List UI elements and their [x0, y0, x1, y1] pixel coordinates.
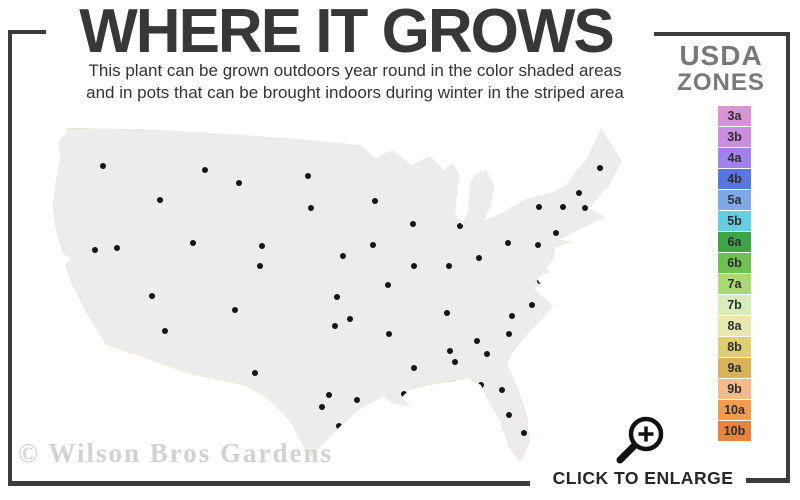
city-dot: [100, 163, 106, 169]
city-dot: [444, 310, 450, 316]
zone-swatch-9a: 9a: [718, 358, 751, 378]
city-dot: [499, 387, 505, 393]
city-dot: [334, 294, 340, 300]
zone-swatch-6a: 6a: [718, 232, 751, 252]
city-dot: [236, 180, 242, 186]
city-dot: [559, 178, 565, 184]
city-dot: [474, 338, 480, 344]
city-dot: [259, 243, 265, 249]
city-dot: [319, 404, 325, 410]
city-dot: [582, 205, 588, 211]
usda-zone-map[interactable]: [30, 113, 660, 470]
city-dot: [347, 316, 353, 322]
city-dot: [476, 255, 482, 261]
magnifier-zoom-icon[interactable]: [612, 412, 672, 467]
usda-zones-legend-title: USDA ZONES: [656, 40, 786, 96]
city-dot: [257, 263, 263, 269]
click-to-enlarge-button[interactable]: CLICK TO ENLARGE: [552, 468, 734, 488]
city-dot: [114, 245, 120, 251]
zone-swatch-10b: 10b: [718, 421, 751, 441]
frame-right-border: [786, 32, 790, 483]
city-dot: [326, 392, 332, 398]
city-dot: [202, 167, 208, 173]
city-dot: [452, 359, 458, 365]
subtitle-line-1: This plant can be grown outdoors year ro…: [88, 61, 622, 80]
legend-title-zones: ZONES: [677, 69, 765, 96]
zone-swatch-8a: 8a: [718, 316, 751, 336]
city-dot: [386, 331, 392, 337]
city-dots: [92, 163, 603, 436]
watermark: © Wilson Bros Gardens: [18, 438, 333, 468]
city-dot: [401, 391, 407, 397]
city-dot: [411, 263, 417, 269]
city-dot: [457, 223, 463, 229]
city-dot: [372, 198, 378, 204]
frame-top-left-dash: [8, 30, 46, 34]
city-dot: [190, 240, 196, 246]
zone-swatch-4a: 4a: [718, 148, 751, 168]
frame-bottom-right-dash: [746, 478, 790, 483]
city-dot: [385, 282, 391, 288]
zone-swatch-7b: 7b: [718, 295, 751, 315]
us-map-graphic[interactable]: [30, 113, 660, 470]
city-dot: [521, 430, 527, 436]
zone-swatch-5a: 5a: [718, 190, 751, 210]
city-dot: [537, 278, 543, 284]
city-dot: [553, 230, 559, 236]
city-dot: [529, 302, 535, 308]
city-dot: [536, 204, 542, 210]
city-dot: [506, 412, 512, 418]
zone-swatch-4b: 4b: [718, 169, 751, 189]
subtitle-line-2: and in pots that can be brought indoors …: [86, 82, 624, 102]
city-dot: [447, 348, 453, 354]
frame-bottom-border: [8, 481, 530, 486]
city-dot: [505, 240, 511, 246]
zone-swatch-9b: 9b: [718, 379, 751, 399]
zone-swatch-3b: 3b: [718, 127, 751, 147]
city-dot: [509, 313, 515, 319]
city-dot: [576, 190, 582, 196]
city-dot: [332, 323, 338, 329]
legend-title-usda: USDA: [679, 40, 763, 71]
city-dot: [157, 197, 163, 203]
city-dot: [308, 205, 314, 211]
zone-swatch-10a: 10a: [718, 400, 751, 420]
city-dot: [410, 221, 416, 227]
city-dot: [336, 423, 342, 429]
city-dot: [446, 263, 452, 269]
frame-top-right-border: [654, 32, 790, 36]
city-dot: [560, 204, 566, 210]
city-dot: [411, 365, 417, 371]
city-dot: [478, 382, 484, 388]
city-dot: [354, 397, 360, 403]
city-dot: [484, 351, 490, 357]
zone-swatch-8b: 8b: [718, 337, 751, 357]
page-title: WHERE IT GROWS: [79, 0, 614, 66]
city-dot: [162, 328, 168, 334]
zone-swatch-6b: 6b: [718, 253, 751, 273]
city-dot: [370, 242, 376, 248]
city-dot: [340, 253, 346, 259]
subtitle: This plant can be grown outdoors year ro…: [35, 60, 675, 104]
city-dot: [305, 173, 311, 179]
city-dot: [597, 165, 603, 171]
city-dot: [412, 394, 418, 400]
zone-swatch-7a: 7a: [718, 274, 751, 294]
city-dot: [92, 247, 98, 253]
zone-swatch-5b: 5b: [718, 211, 751, 231]
city-dot: [506, 331, 512, 337]
city-dot: [232, 307, 238, 313]
city-dot: [252, 370, 258, 376]
zone-swatch-3a: 3a: [718, 106, 751, 126]
city-dot: [535, 242, 541, 248]
frame-left-border: [8, 30, 12, 486]
usda-zones-legend: 3a 3b 4a 4b 5a 5b 6a 6b 7a 7b 8a 8b 9a 9b 10a 10b: [718, 106, 751, 442]
city-dot: [149, 293, 155, 299]
